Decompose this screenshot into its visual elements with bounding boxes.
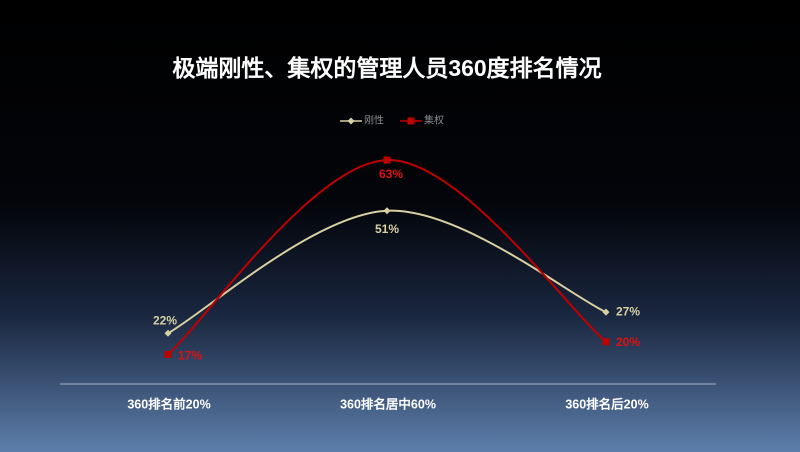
data-point: [602, 308, 610, 316]
chart-title: 极端刚性、集权的管理人员360度排名情况: [172, 55, 601, 81]
data-label: 22%: [153, 313, 177, 327]
data-label: 27%: [616, 304, 640, 318]
legend-marker: [407, 117, 415, 125]
data-point: [164, 350, 172, 358]
x-tick-label: 360排名后20%: [565, 396, 648, 411]
legend-marker: [347, 117, 355, 125]
data-point: [383, 207, 391, 215]
data-point: [164, 329, 172, 337]
x-tick-label: 360排名居中60%: [340, 396, 436, 411]
data-label: 63%: [379, 167, 403, 181]
data-label: 20%: [616, 335, 640, 349]
data-point: [602, 338, 610, 346]
data-label: 51%: [375, 222, 399, 236]
legend-label: 刚性: [364, 114, 384, 127]
data-point: [383, 156, 391, 164]
x-tick-label: 360排名前20%: [127, 396, 210, 411]
legend-label: 集权: [424, 114, 444, 127]
data-label: 17%: [178, 349, 202, 363]
